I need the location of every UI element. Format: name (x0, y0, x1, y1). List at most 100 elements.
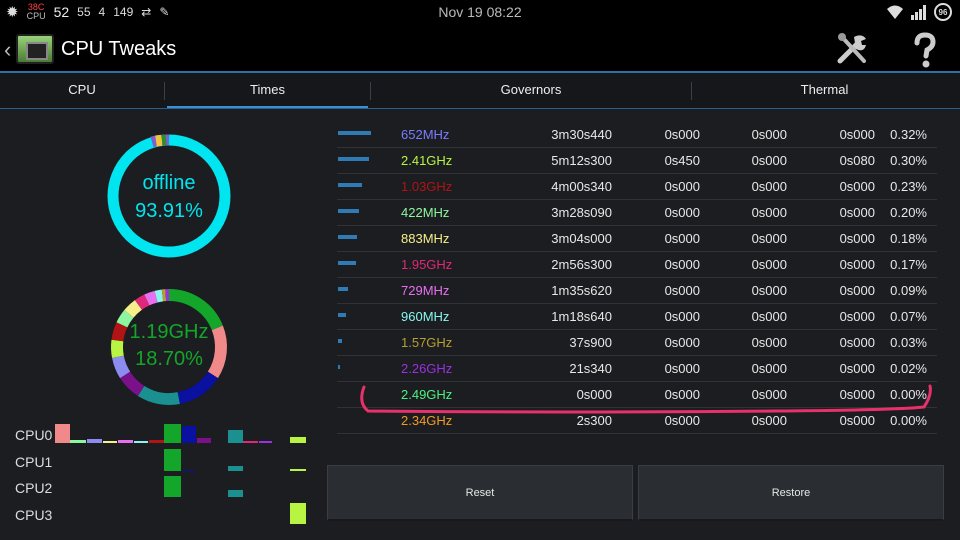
frequency-segment (137, 385, 180, 405)
tab-thermal-label: Thermal (800, 82, 849, 97)
tab-thermal[interactable]: Thermal (692, 73, 957, 109)
percent-cell: 0.07% (890, 309, 927, 324)
frequency-segment (120, 371, 145, 396)
idle-cell: 0s000 (751, 231, 787, 246)
other-cell: 0s000 (839, 179, 875, 194)
idle-cell: 0s000 (751, 361, 787, 376)
status-number-a: 52 (53, 4, 70, 20)
reset-button[interactable]: Reset (327, 465, 633, 521)
table-row: 1.03GHz 4m00s340 0s000 0s000 0s000 0.23% (337, 174, 937, 200)
frequency-cell: 422MHz (401, 205, 450, 220)
frequency-cell: 2.41GHz (401, 153, 453, 168)
idle-cell: 0s000 (751, 257, 787, 272)
battery-icon: 96 (934, 3, 952, 21)
other-cell: 0s000 (839, 283, 875, 298)
deep-sleep-cell: 0s450 (664, 153, 700, 168)
frequency-segment (111, 339, 124, 358)
histogram-bar (70, 440, 86, 443)
histogram-bar (290, 503, 306, 524)
offline-label: offline (142, 172, 196, 194)
table-row: 652MHz 3m30s440 0s000 0s000 0s000 0.32% (337, 128, 937, 148)
frequency-cell: 1.95GHz (401, 257, 453, 272)
histogram-bar (164, 449, 181, 471)
frequency-segment (116, 310, 134, 328)
other-cell: 0s000 (839, 335, 875, 350)
histogram-bar (182, 426, 196, 443)
action-bar-divider (0, 71, 960, 73)
back-icon[interactable]: ‹ (4, 37, 12, 62)
other-cell: 0s000 (839, 413, 875, 428)
idle-cell: 0s000 (751, 309, 787, 324)
histogram-bar (87, 439, 102, 443)
percent-cell: 0.02% (890, 361, 927, 376)
table-row: 729MHz 1m35s620 0s000 0s000 0s000 0.09% (337, 278, 937, 304)
idle-cell: 0s000 (751, 387, 787, 402)
cpu0-label: CPU0 (15, 427, 53, 443)
percent-cell: 0.30% (890, 153, 927, 168)
other-cell: 0s080 (839, 153, 875, 168)
other-cell: 0s000 (839, 309, 875, 324)
time-share-bar (338, 209, 359, 213)
cpu1-label: CPU1 (15, 454, 53, 470)
tab-governors[interactable]: Governors (371, 73, 691, 109)
restore-button-label: Restore (771, 486, 811, 499)
idle-cell: 0s000 (751, 413, 787, 428)
deep-sleep-cell: 0s000 (664, 257, 700, 272)
reset-button-label: Reset (465, 486, 495, 499)
status-number-d: 149 (113, 5, 134, 19)
other-cell: 0s000 (839, 205, 875, 220)
app-icon[interactable] (16, 34, 54, 64)
deep-sleep-cell: 0s000 (664, 309, 700, 324)
settings-notification-icon: ✹ (6, 4, 19, 21)
histogram-bar (164, 476, 181, 497)
table-row: 1.57GHz 37s900 0s000 0s000 0s000 0.03% (337, 330, 937, 356)
help-icon[interactable] (905, 31, 943, 69)
frequency-cell: 960MHz (401, 309, 450, 324)
idle-cell: 0s000 (751, 153, 787, 168)
restore-button[interactable]: Restore (638, 465, 944, 521)
status-number-b: 55 (77, 5, 91, 19)
table-row: 422MHz 3m28s090 0s000 0s000 0s000 0.20% (337, 200, 937, 226)
frequency-segment (168, 289, 223, 331)
frequency-segment (111, 322, 128, 342)
table-row: 1.95GHz 2m56s300 0s000 0s000 0s000 0.17% (337, 252, 937, 278)
percent-cell: 0.20% (890, 205, 927, 220)
tab-times-label: Times (250, 82, 285, 97)
idle-cell: 0s000 (751, 205, 787, 220)
action-bar: ‹ CPU Tweaks (0, 25, 960, 73)
table-row: 2.26GHz 21s340 0s000 0s000 0s000 0.02% (337, 356, 937, 382)
other-cell: 0s000 (839, 387, 875, 402)
online-segment (161, 134, 167, 146)
time-cell: 5m12s300 (551, 153, 612, 168)
frequency-cell: 729MHz (401, 283, 450, 298)
time-cell: 37s900 (569, 335, 612, 350)
sync-icon: ⇄ (141, 5, 152, 19)
time-cell: 3m30s440 (551, 128, 612, 142)
table-row: 2.49GHz 0s000 0s000 0s000 0s000 0.00% (337, 382, 937, 408)
deep-sleep-cell: 0s000 (664, 413, 700, 428)
other-cell: 0s000 (839, 231, 875, 246)
cpu3-label: CPU3 (15, 507, 53, 523)
time-share-bar (338, 313, 346, 317)
tab-separator (691, 82, 692, 100)
time-cell: 2s300 (576, 413, 612, 428)
frequency-cell: 2.49GHz (401, 387, 453, 402)
percent-cell: 0.32% (890, 128, 927, 142)
temperature-label: CPU (26, 11, 46, 21)
tab-cpu[interactable]: CPU (0, 73, 164, 109)
tab-times[interactable]: Times (165, 73, 370, 109)
histogram-bar (182, 470, 196, 471)
histogram-bar (228, 430, 243, 443)
percent-cell: 0.09% (890, 283, 927, 298)
tools-icon[interactable] (834, 31, 872, 67)
frequency-segment (154, 289, 164, 303)
frequency-segment (177, 371, 218, 404)
histogram-bar (55, 424, 70, 443)
times-table[interactable]: 652MHz 3m30s440 0s000 0s000 0s000 0.32% 2.41GH… (337, 128, 937, 438)
histogram-bar (290, 437, 306, 443)
time-share-bar (338, 183, 362, 187)
table-row: 960MHz 1m18s640 0s000 0s000 0s000 0.07% (337, 304, 937, 330)
frequency-donut-chart (111, 289, 227, 405)
frequency-segments (111, 289, 227, 405)
deep-sleep-cell: 0s000 (664, 361, 700, 376)
